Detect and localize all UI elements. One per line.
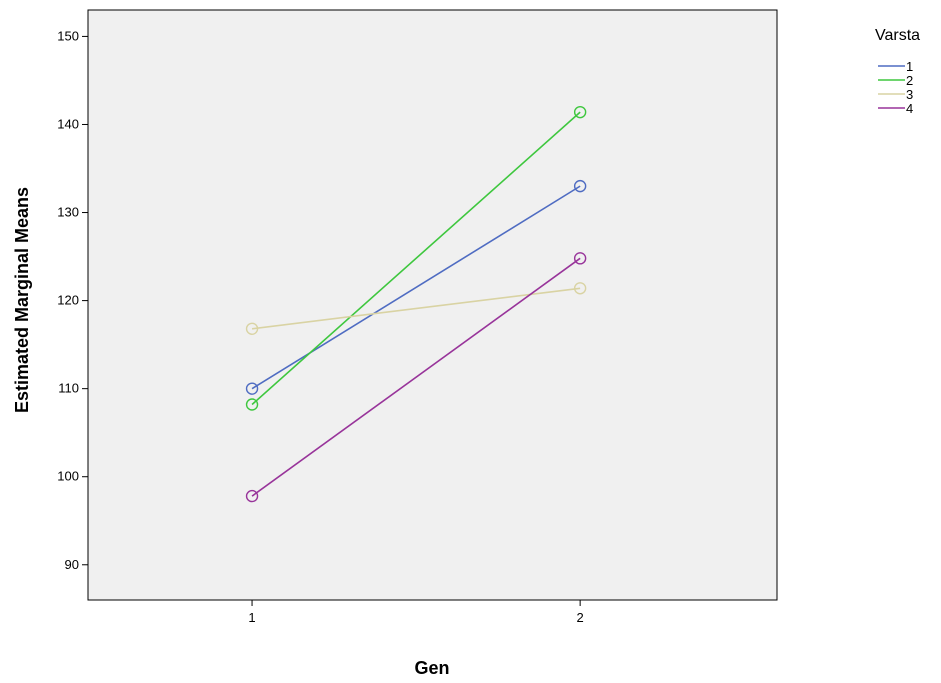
plot-area: [87, 9, 778, 601]
data-point: [245, 489, 259, 503]
y-tick-label: 130: [57, 205, 79, 220]
y-tick-label: 140: [57, 116, 79, 131]
series-2: [245, 105, 587, 411]
series-layer: [245, 105, 587, 503]
y-tick-label: 100: [57, 469, 79, 484]
x-tick-label: 1: [248, 610, 255, 625]
legend-title: Varsta: [875, 27, 920, 44]
y-tick-label: 120: [57, 293, 79, 308]
data-point: [245, 382, 259, 395]
x-axis-title: Gen: [414, 658, 449, 678]
data-point: [573, 282, 587, 295]
y-tick-label: 150: [57, 28, 79, 43]
series-line: [251, 111, 581, 406]
data-point: [245, 398, 259, 411]
data-point: [573, 105, 587, 119]
data-point: [573, 179, 587, 193]
legend-label: 3: [906, 87, 913, 102]
data-point: [573, 252, 587, 265]
series-line: [251, 257, 581, 497]
data-point: [245, 322, 259, 335]
y-tick-label: 110: [58, 381, 79, 396]
legend-label: 1: [906, 59, 913, 74]
x-tick-label: 2: [577, 610, 584, 625]
series-3: [245, 282, 587, 335]
legend-label: 2: [906, 73, 913, 88]
y-tick-label: 90: [65, 557, 79, 572]
series-4: [245, 252, 587, 503]
y-axis-title: Estimated Marginal Means: [12, 187, 32, 413]
series-line: [251, 287, 581, 330]
y-axis: 90 100 110 120 130 140 150: [57, 28, 88, 572]
legend-label: 4: [906, 101, 913, 116]
